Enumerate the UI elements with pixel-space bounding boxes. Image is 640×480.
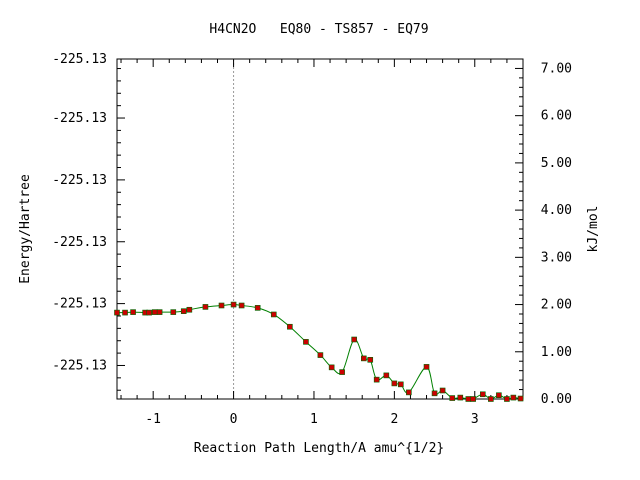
- data-point: [397, 381, 404, 388]
- plot-frame: [116, 58, 524, 400]
- x-tick-label: 1: [310, 412, 318, 427]
- data-point: [287, 323, 293, 330]
- data-point: [465, 396, 472, 402]
- data-point: [406, 389, 412, 396]
- data-point: [383, 372, 390, 379]
- data-point: [470, 396, 476, 402]
- y-left-tick-label: -225.13: [52, 235, 107, 250]
- y-right-tick-label: 0.00: [541, 392, 572, 407]
- data-point: [367, 357, 374, 363]
- x-tick-label: 0: [230, 412, 238, 427]
- y-left-tick-label: -225.13: [52, 52, 107, 67]
- data-point: [317, 352, 324, 358]
- data-point: [202, 304, 209, 310]
- data-point: [510, 394, 517, 401]
- data-point: [114, 309, 120, 316]
- y-right-tick-label: 7.00: [541, 61, 572, 76]
- y-left-tick-label: -225.13: [52, 358, 107, 373]
- data-point: [517, 395, 524, 402]
- data-point: [303, 339, 309, 345]
- y-left-tick-label: -225.13: [52, 297, 107, 312]
- data-point: [351, 336, 357, 343]
- x-tick-label: 2: [390, 412, 398, 427]
- series-line: [116, 304, 521, 400]
- data-point: [391, 380, 398, 387]
- data-point: [146, 309, 152, 316]
- data-point: [504, 396, 510, 402]
- x-tick-label: -1: [145, 412, 161, 427]
- y-right-tick-label: 4.00: [541, 203, 572, 218]
- y-right-tick-label: 1.00: [541, 345, 572, 360]
- data-point: [254, 305, 261, 311]
- y-right-tick-label: 2.00: [541, 298, 572, 313]
- data-point: [218, 302, 225, 309]
- data-point: [151, 309, 158, 315]
- data-point: [449, 395, 456, 401]
- chart-title: H4CN2O EQ80 - TS857 - EQ79: [209, 22, 428, 37]
- data-point: [488, 396, 494, 402]
- data-point: [170, 309, 177, 315]
- y-right-tick-label: 6.00: [541, 109, 572, 124]
- y-right-tick-label: 5.00: [541, 156, 572, 171]
- data-point: [328, 364, 335, 371]
- y-axis-label-left: Energy/Hartree: [18, 174, 33, 284]
- data-point: [361, 355, 367, 362]
- data-point: [130, 309, 136, 315]
- data-point: [186, 306, 193, 313]
- data-point: [431, 390, 438, 397]
- data-point: [122, 309, 128, 316]
- plot-area: -1 0 1 2 3 -225.13 -225.13 -225.13 -225.13 -225.1…: [52, 52, 572, 427]
- data-point: [439, 387, 446, 394]
- data-point: [180, 308, 187, 314]
- data-point: [339, 369, 345, 375]
- data-point: [270, 311, 277, 318]
- x-tick-label: 3: [471, 412, 479, 427]
- data-point: [496, 392, 502, 399]
- y-left-tick-label: -225.13: [52, 111, 107, 126]
- data-point: [423, 364, 430, 370]
- x-axis-label: Reaction Path Length/A amu^{1/2}: [194, 441, 444, 456]
- data-point: [457, 394, 464, 401]
- y-right-tick-label: 3.00: [541, 250, 572, 265]
- data-point: [480, 391, 486, 398]
- y-left-tick-label: -225.13: [52, 173, 107, 188]
- data-point: [373, 376, 380, 383]
- data-point: [156, 309, 163, 315]
- y-axis-label-right: kJ/mol: [586, 206, 601, 253]
- data-point: [230, 301, 237, 308]
- data-point: [238, 302, 245, 309]
